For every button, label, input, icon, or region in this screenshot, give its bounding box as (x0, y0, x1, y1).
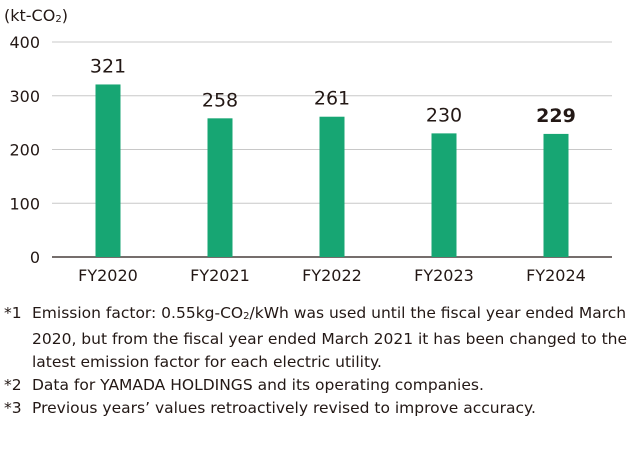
footnote-2: *2 Data for YAMADA HOLDINGS and its oper… (4, 374, 638, 397)
y-tick-label: 100 (9, 194, 40, 213)
y-tick-label: 200 (9, 141, 40, 160)
x-tick-label: FY2020 (78, 266, 138, 285)
bar-fy2023 (431, 133, 457, 257)
footnote-3-mark: *3 (4, 399, 22, 417)
data-label: 230 (426, 104, 462, 126)
footnote-1-text: Emission factor: 0.55kg-CO2/kWh was used… (32, 304, 628, 371)
y-tick-label: 400 (9, 33, 40, 52)
footnote-2-mark: *2 (4, 376, 22, 394)
x-tick-label: FY2022 (302, 266, 362, 285)
footnote-3: *3 Previous years’ values retroactively … (4, 397, 638, 420)
x-tick-label: FY2024 (526, 266, 586, 285)
footnote-1: *1 Emission factor: 0.55kg-CO2/kWh was u… (4, 302, 638, 374)
footnotes: *1 Emission factor: 0.55kg-CO2/kWh was u… (4, 302, 638, 420)
x-tick-label: FY2021 (190, 266, 250, 285)
bar-fy2024 (543, 133, 569, 257)
data-label: 261 (314, 88, 350, 110)
y-tick-label: 0 (30, 248, 40, 267)
y-axis-unit-label: (kt-CO2) (4, 6, 68, 25)
bar-fy2022 (319, 116, 345, 258)
data-label: 258 (202, 89, 238, 111)
footnote-2-text: Data for YAMADA HOLDINGS and its operati… (32, 376, 484, 394)
bar-chart: 0 100 200 300 400 321 FY2020 258 FY2021 261 FY2022… (9, 33, 612, 285)
footnote-1-mark: *1 (4, 304, 22, 322)
bar-fy2020 (95, 84, 121, 258)
footnote-3-text: Previous years’ values retroactively rev… (32, 399, 536, 417)
data-label: 229 (536, 105, 576, 127)
y-tick-label: 300 (9, 87, 40, 106)
bar-fy2021 (207, 118, 233, 257)
x-tick-label: FY2023 (414, 266, 474, 285)
data-label: 321 (90, 55, 126, 77)
